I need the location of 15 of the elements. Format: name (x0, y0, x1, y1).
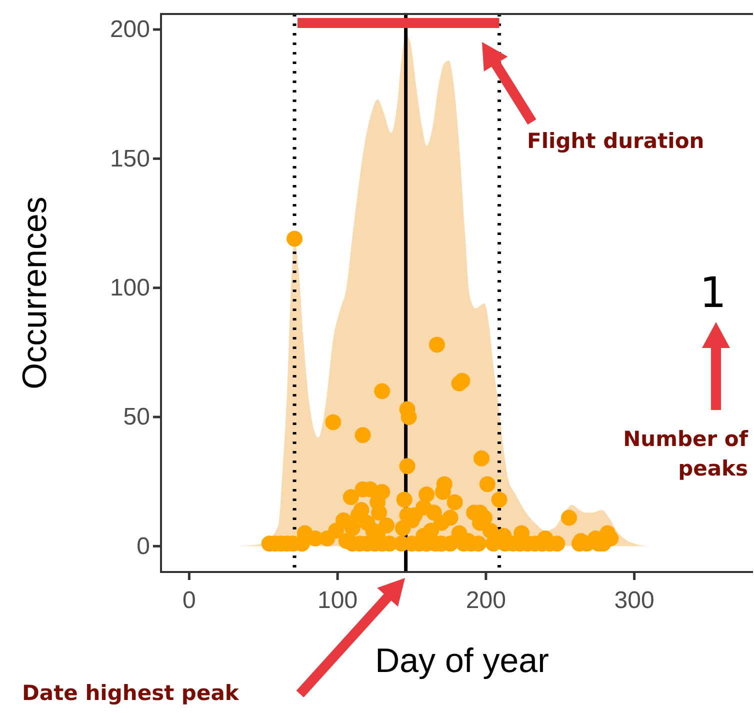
x-tick-label: 300 (614, 587, 654, 614)
text: Date highest peak (22, 681, 240, 705)
x-tick-label: 0 (182, 587, 196, 614)
x-axis-title: Day of year (375, 642, 549, 680)
y-tick-label: 50 (123, 404, 150, 431)
x-tick-label: 100 (318, 587, 358, 614)
y-axis-title: Occurrences (16, 196, 54, 390)
annotation: 1 (700, 268, 726, 317)
y-tick-label: 150 (110, 145, 150, 172)
annotation: Number of peaks (623, 427, 749, 480)
x-tick-label: 200 (466, 587, 506, 614)
y-tick-label: 100 (110, 274, 150, 302)
annotation: Flight duration (527, 129, 704, 153)
y-tick-label: 200 (110, 16, 150, 44)
y-tick-label: 0 (136, 532, 150, 560)
